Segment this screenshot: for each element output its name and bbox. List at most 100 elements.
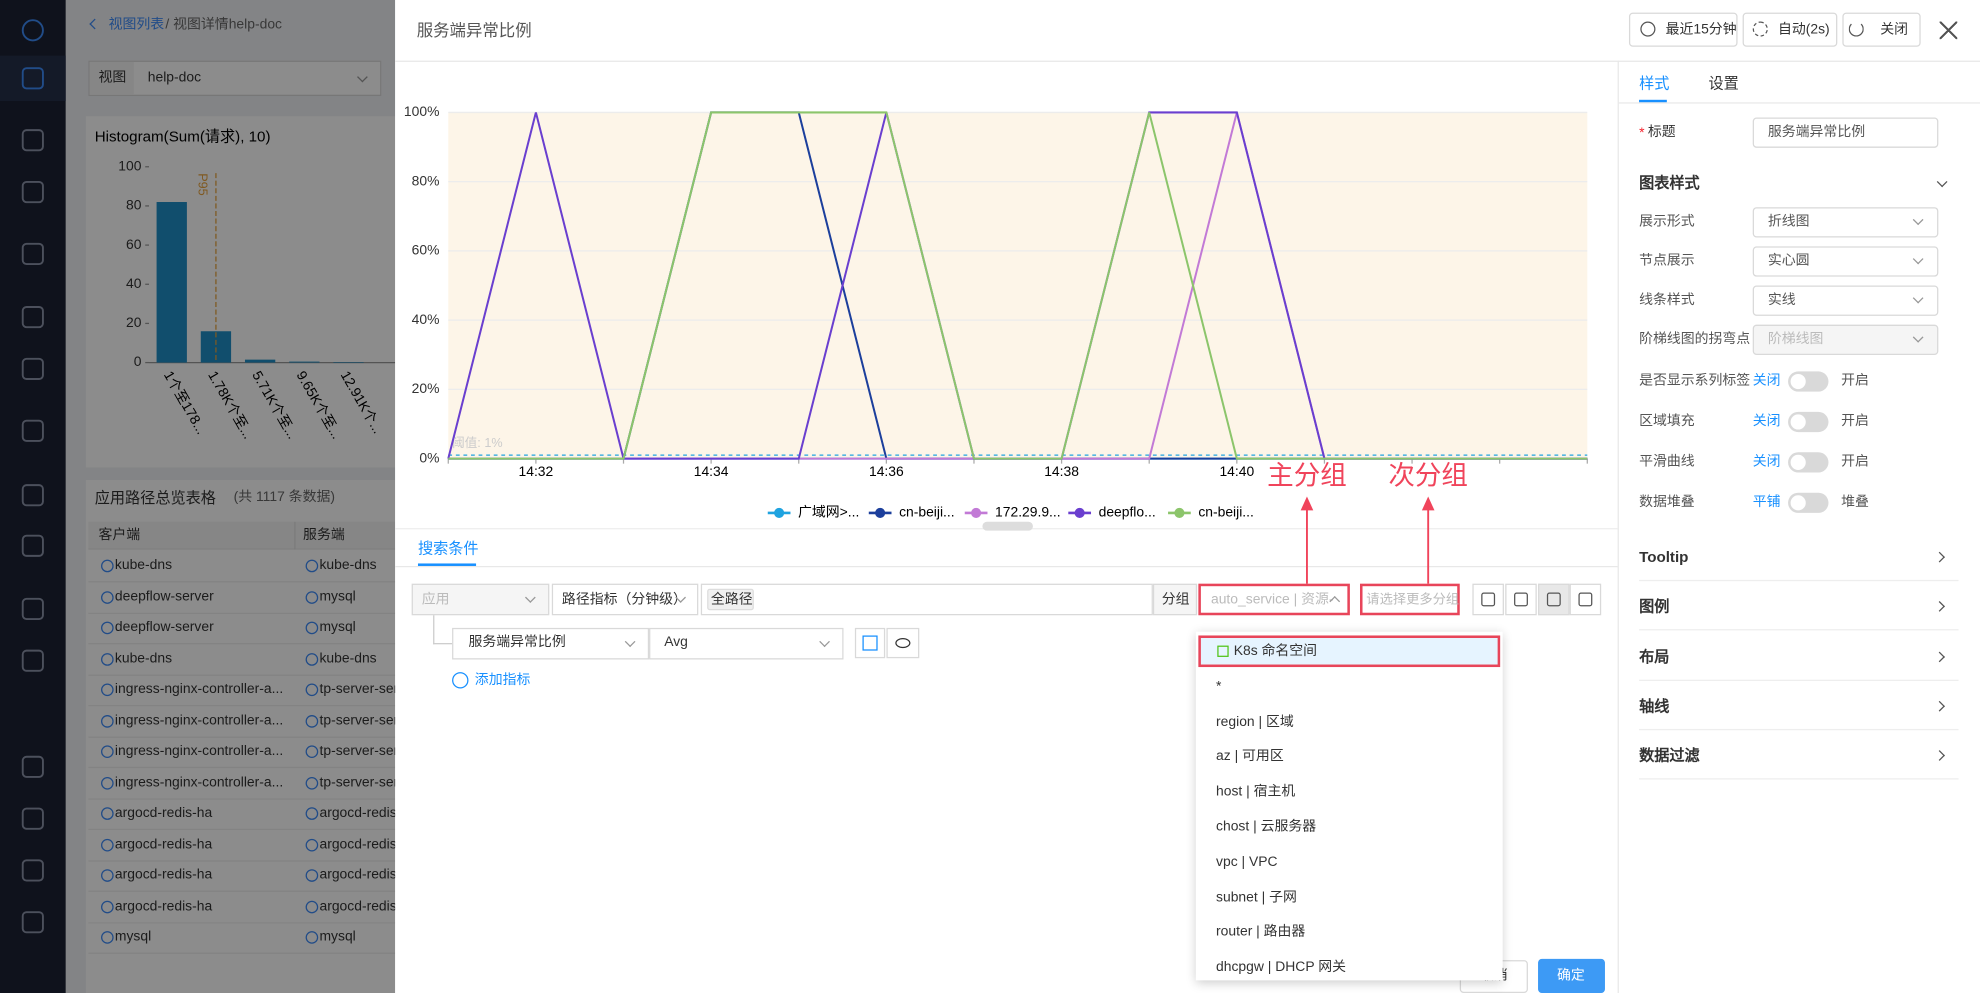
dropdown-option[interactable]: az | 可用区 xyxy=(1216,749,1284,765)
field-label: 区域填充 xyxy=(1639,413,1695,429)
select-value[interactable]: 实心圆 xyxy=(1767,253,1810,269)
service-icon xyxy=(305,714,319,728)
table-cell: kube-dns xyxy=(319,650,377,666)
confirm-text[interactable]: 确定 xyxy=(1556,968,1585,984)
collapse-section[interactable]: 数据过滤 xyxy=(1639,746,1700,765)
select-box[interactable] xyxy=(1752,246,1939,277)
tool-button[interactable] xyxy=(1472,583,1504,616)
service-icon xyxy=(305,621,319,635)
close-text[interactable]: 关闭 xyxy=(1880,22,1909,38)
search-tab[interactable]: 搜索条件 xyxy=(417,539,479,558)
more-group-select[interactable] xyxy=(1359,583,1460,616)
table-cell: argocd-redis xyxy=(319,805,396,821)
tree-connector xyxy=(433,615,453,645)
metric-type-select[interactable] xyxy=(551,583,699,616)
more-group-placeholder[interactable]: 请选择更多分组 xyxy=(1366,592,1460,608)
row-line xyxy=(88,797,396,800)
toggle-off-label[interactable]: 关闭 xyxy=(1752,373,1781,389)
tool-button[interactable] xyxy=(1538,583,1570,616)
metric-select[interactable] xyxy=(452,627,650,660)
toggle-knob xyxy=(1790,495,1806,511)
service-icon xyxy=(101,683,114,697)
select-box[interactable] xyxy=(1752,207,1939,238)
title-input-value[interactable]: 服务端异常比例 xyxy=(1767,124,1866,140)
close-button[interactable] xyxy=(1842,12,1921,47)
confirm-button[interactable] xyxy=(1538,958,1605,993)
tool-button[interactable] xyxy=(1505,583,1537,616)
dropdown-option[interactable]: router | 路由器 xyxy=(1216,924,1306,940)
dropdown-option[interactable]: region | 区域 xyxy=(1216,713,1294,730)
toggle-knob xyxy=(1790,373,1806,390)
chevron xyxy=(1936,176,1948,188)
collapse-section[interactable]: 轴线 xyxy=(1639,697,1670,715)
table-count: (共 1117 条数据) xyxy=(233,489,335,505)
breadcrumb-link[interactable]: 视图列表 xyxy=(108,17,165,33)
tool-button[interactable] xyxy=(1569,583,1602,616)
k8s-icon xyxy=(1217,645,1229,657)
service-icon xyxy=(101,652,114,666)
toggle-off-label[interactable]: 关闭 xyxy=(1752,454,1781,470)
toggle-on-label[interactable]: 堆叠 xyxy=(1841,494,1869,510)
dropdown-option[interactable]: vpc | VPC xyxy=(1216,854,1278,870)
dropdown-option[interactable]: host | 宿主机 xyxy=(1216,784,1296,800)
search-border xyxy=(395,565,1618,568)
dropdown-option[interactable]: dhcpgw | DHCP 网关 xyxy=(1216,959,1347,975)
auto-icon xyxy=(1752,21,1768,37)
service-icon xyxy=(101,559,114,573)
tool-icon xyxy=(1481,592,1496,607)
eye-button[interactable] xyxy=(886,627,920,659)
dropdown-option[interactable]: chost | 云服务器 xyxy=(1216,819,1317,835)
time-range-text[interactable]: 最近15分钟 xyxy=(1665,22,1737,38)
add-metric-link[interactable]: 添加指标 xyxy=(474,672,531,688)
view-value[interactable]: help-doc xyxy=(147,70,202,86)
metric-value[interactable]: 服务端异常比例 xyxy=(468,634,566,650)
table-header-cell: 客户端 xyxy=(98,527,141,543)
select-value[interactable]: 实线 xyxy=(1767,292,1796,308)
chevron xyxy=(1934,700,1945,712)
background-page: 视图列表 / 视图详情help-doc 视图 help-doc Histogram(Su… xyxy=(0,0,396,993)
table-cell: mysql xyxy=(114,929,152,945)
toggle-off-label[interactable]: 平铺 xyxy=(1752,494,1781,510)
breadcrumb-current: / 视图详情help-doc xyxy=(165,17,282,33)
option-highlight[interactable] xyxy=(1198,635,1501,668)
toggle-on-label[interactable]: 开启 xyxy=(1841,373,1869,389)
title-input[interactable] xyxy=(1752,117,1939,148)
agg-select[interactable] xyxy=(649,627,844,660)
select-value[interactable]: 折线图 xyxy=(1767,214,1810,230)
settings-tab[interactable]: 设置 xyxy=(1708,74,1739,93)
toggle-knob xyxy=(1790,454,1806,470)
service-icon xyxy=(101,745,114,759)
service-icon xyxy=(305,869,319,882)
modal-title: 服务端异常比例 xyxy=(416,20,532,40)
add-icon[interactable] xyxy=(452,672,469,689)
select-box[interactable] xyxy=(1752,285,1939,316)
group-label: 分组 xyxy=(1161,591,1190,608)
collapse-section[interactable]: 布局 xyxy=(1639,647,1670,666)
sum-button[interactable] xyxy=(854,627,886,659)
service-icon xyxy=(101,776,114,789)
service-icon xyxy=(305,931,319,944)
toggle-off-label[interactable]: 关闭 xyxy=(1752,413,1781,429)
settings-tab[interactable]: 样式 xyxy=(1639,74,1670,93)
refresh-text[interactable]: 自动(2s) xyxy=(1777,22,1830,38)
collapse-section[interactable]: 图例 xyxy=(1639,597,1670,616)
tool-icon xyxy=(1578,592,1593,607)
group-select[interactable] xyxy=(1198,583,1350,616)
group-select-value[interactable]: auto_service | 资源- xyxy=(1210,591,1334,608)
dropdown-option[interactable]: * xyxy=(1216,678,1222,694)
tabs-border xyxy=(1618,102,1980,104)
path-input[interactable] xyxy=(700,583,1153,616)
collapse-section[interactable]: Tooltip xyxy=(1639,548,1689,566)
refresh-button[interactable] xyxy=(1742,12,1838,47)
toggle-on-label[interactable]: 开启 xyxy=(1841,413,1869,429)
table-cell: argocd-redis-ha xyxy=(114,898,213,914)
table-cell: argocd-redis xyxy=(319,898,396,914)
close-x[interactable] xyxy=(1939,21,1958,40)
metric-type-value[interactable]: 路径指标（分钟级） xyxy=(561,591,687,608)
dropdown-option[interactable]: subnet | 子网 xyxy=(1216,889,1297,905)
agg-value[interactable]: Avg xyxy=(664,634,688,650)
time-range-button[interactable] xyxy=(1628,12,1738,47)
dropdown-option[interactable]: K8s 命名空间 xyxy=(1233,643,1318,659)
row-line xyxy=(88,581,396,583)
toggle-on-label[interactable]: 开启 xyxy=(1841,454,1869,470)
